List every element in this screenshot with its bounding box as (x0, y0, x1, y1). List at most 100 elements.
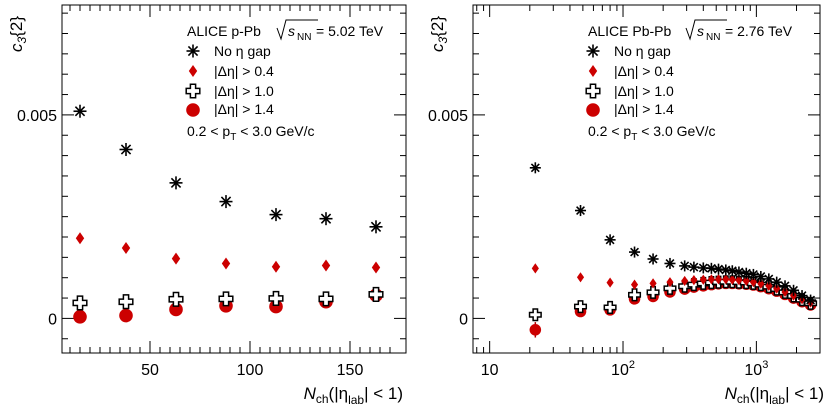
left-cross-point (268, 290, 284, 307)
left-legend-marker-star (186, 44, 200, 58)
right-cross-point (528, 308, 542, 322)
left-circle-point (269, 299, 283, 314)
right-energy-symbol: s (697, 23, 704, 39)
left-energy-subscript: NN (297, 32, 311, 43)
right-diamond-point (630, 279, 639, 290)
right-star-point (788, 284, 800, 296)
left-cross-point (168, 291, 184, 307)
right-cross-point (646, 285, 660, 299)
left-tick-labels: 50 100 150 0 0.005 (17, 108, 363, 379)
right-diamond-point (765, 280, 773, 291)
right-energy-subscript: NN (706, 32, 720, 43)
right-star-point (688, 261, 700, 273)
left-star-point (219, 195, 233, 209)
right-star-point (771, 276, 783, 288)
left-cross-point (318, 291, 334, 307)
left-x-tick-label: 50 (141, 362, 159, 379)
left-legend-marker-cross (185, 83, 201, 99)
left-cross-point (72, 295, 88, 311)
right-axis-ticks (473, 5, 821, 353)
left-legend-label-14: |Δη| > 1.4 (214, 101, 274, 117)
right-y-axis-label: c3{2} (428, 16, 450, 52)
right-diamond-point (773, 283, 781, 294)
right-cross-point (628, 288, 642, 302)
right-legend-label-04: |Δη| > 0.4 (614, 63, 674, 79)
right-star-point (747, 268, 759, 280)
right-diamond-point (707, 274, 715, 285)
left-y-tick-label: 0.005 (17, 108, 57, 125)
right-diamond-point (649, 278, 657, 289)
left-star-point (319, 212, 333, 226)
left-legend-marker-circle (186, 103, 200, 117)
right-star-point (647, 253, 659, 265)
right-data-markers (528, 162, 818, 338)
left-legend: No η gap |Δη| > 0.4 |Δη| > 1.0 |Δη| > 1.… (185, 43, 274, 117)
left-cross-point (368, 286, 384, 302)
right-cross-point (603, 300, 617, 314)
right-diamond-point (681, 275, 689, 287)
right-sqrt-sign (685, 19, 727, 41)
left-energy-symbol: s (288, 23, 295, 39)
right-cross-point (663, 281, 677, 295)
right-tick-labels: 10 102 103 0 0.005 (428, 108, 768, 379)
left-legend-label-no-gap: No η gap (214, 43, 271, 59)
left-circle-point (169, 302, 183, 317)
left-diamond-point (221, 257, 231, 270)
right-diamond-point (606, 277, 614, 288)
left-diamond-point (371, 261, 381, 274)
left-diamond-point (171, 252, 181, 265)
right-star-point (796, 290, 808, 302)
left-circle-point (119, 308, 133, 323)
right-star-point (712, 263, 725, 275)
left-star-point (119, 142, 133, 156)
left-sqrt-sign (276, 19, 318, 41)
left-y-axis-label: c3{2} (7, 16, 29, 52)
right-diamond-point (690, 275, 698, 286)
right-y-tick-label: 0.005 (428, 108, 468, 125)
right-cross-point (678, 279, 692, 293)
right-star-point (664, 257, 676, 269)
right-circle-point (529, 324, 542, 336)
right-legend-marker-diamond (588, 65, 598, 77)
right-star-point (726, 265, 738, 277)
left-plot-frame (61, 4, 407, 354)
left-legend-marker-diamond (188, 65, 198, 77)
left-diamond-point (75, 232, 85, 245)
left-diamond-point (271, 260, 281, 273)
right-legend-marker-circle (586, 103, 600, 117)
right-legend-label-no-gap: No η gap (614, 43, 671, 59)
left-y-tick-label: 0 (48, 311, 57, 328)
left-cross-point (118, 294, 134, 310)
left-energy-label: s NN = 5.02 TeV (276, 19, 384, 43)
right-pt-range: 0.2 < pT < 3.0 GeV/c (588, 123, 716, 143)
right-x-tick-label: 103 (744, 359, 768, 379)
left-star-point (169, 176, 183, 190)
right-diamond-point (735, 275, 743, 286)
left-pt-range: 0.2 < pT < 3.0 GeV/c (187, 123, 315, 143)
left-x-tick-label: 100 (237, 362, 264, 379)
right-panel: 10 102 103 0 0.005 c3{2} Nch(|ηlab| < 1) ALI… (428, 4, 824, 407)
left-star-point (269, 208, 283, 222)
right-legend-marker-star (586, 44, 600, 58)
right-star-point (574, 205, 587, 217)
left-legend-label-10: |Δη| > 1.0 (214, 83, 274, 99)
right-star-point (740, 267, 752, 279)
left-circle-point (73, 309, 87, 324)
left-energy-value: = 5.02 TeV (316, 23, 384, 39)
right-diamond-point (781, 286, 789, 298)
left-diamond-point (321, 259, 331, 272)
right-diamond-point (576, 272, 585, 283)
right-x-axis-label: Nch(|ηlab| < 1) (725, 384, 824, 407)
left-star-point (369, 220, 383, 234)
right-legend-label-10: |Δη| > 1.0 (614, 83, 674, 99)
right-cross-point (573, 300, 588, 314)
right-diamond-point (699, 274, 707, 285)
left-x-axis-label: Nch(|ηlab| < 1) (304, 384, 403, 407)
right-energy-value: = 2.76 TeV (725, 23, 793, 39)
right-diamond-point (728, 274, 736, 285)
left-cross-point (218, 291, 234, 307)
right-star-point (755, 270, 767, 283)
left-legend-label-04: |Δη| > 0.4 (214, 63, 274, 79)
left-axis-ticks (62, 5, 406, 353)
